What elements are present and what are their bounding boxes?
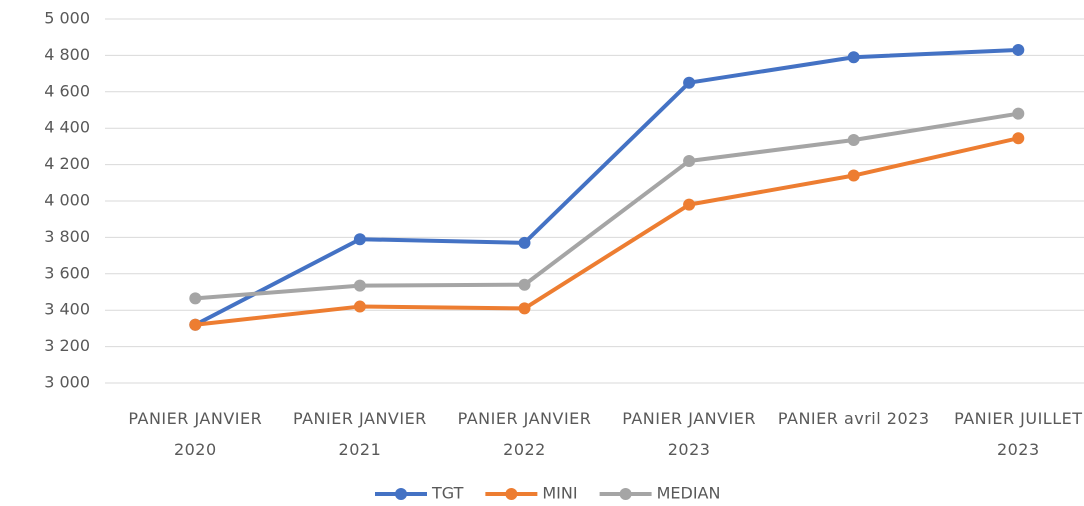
line (194, 47, 1019, 327)
point (353, 300, 366, 313)
point (353, 233, 366, 246)
x-tick-label: PANIER avril 2023 (777, 409, 930, 428)
line (195, 111, 1019, 301)
y-tick-label: 4 400 (44, 118, 90, 137)
point (518, 302, 531, 315)
point (189, 318, 202, 331)
point (847, 51, 860, 64)
point (353, 279, 366, 292)
point (683, 198, 696, 211)
point (1012, 107, 1025, 120)
x-tick-label: PANIER JANVIER 2021 (292, 409, 427, 459)
y-tick-label: 4 000 (44, 191, 90, 210)
point (1012, 132, 1025, 145)
point (847, 134, 860, 147)
point (518, 236, 531, 249)
x-tick-label: PANIER JANVIER 2020 (128, 409, 263, 459)
legend-marker (395, 488, 407, 500)
point (847, 169, 860, 182)
x-tick-label: PANIER JUILLET 2023 (954, 409, 1083, 459)
point (518, 278, 531, 291)
point (1012, 43, 1025, 56)
y-tick-label: 3 800 (44, 227, 90, 246)
legend-label: MEDIAN (657, 484, 721, 503)
legend-marker (505, 488, 518, 500)
y-tick-label: 5 000 (44, 9, 90, 28)
point (683, 154, 696, 167)
legend-label: TGT (431, 484, 464, 503)
x-tick-label: PANIER JANVIER 2022 (457, 409, 592, 459)
x-tick-label: PANIER JANVIER 2023 (622, 409, 756, 459)
legend-marker (619, 488, 632, 500)
point (683, 76, 696, 89)
y-tick-label: 3 000 (44, 373, 90, 392)
point (189, 292, 202, 305)
y-tick-label: 4 200 (44, 154, 90, 173)
y-tick-label: 4 600 (44, 81, 90, 100)
y-tick-label: 3 400 (44, 300, 90, 319)
y-tick-label: 4 800 (44, 45, 90, 64)
y-tick-label: 3 600 (44, 263, 90, 282)
legend-label: MINI (542, 484, 577, 503)
y-tick-label: 3 200 (44, 336, 90, 355)
line (195, 136, 1019, 327)
